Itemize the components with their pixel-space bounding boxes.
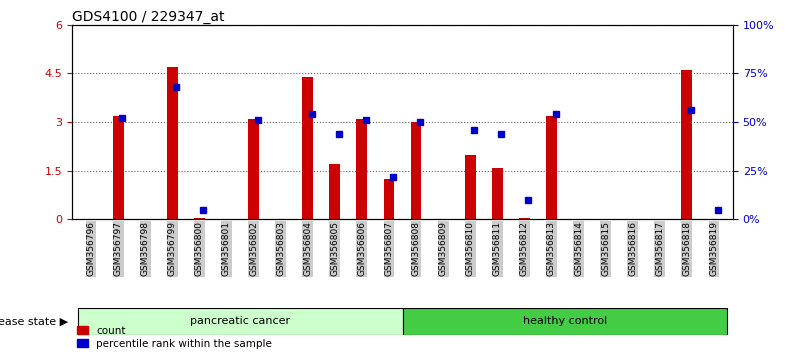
Text: GSM356798: GSM356798 [141,222,150,276]
Text: healthy control: healthy control [523,316,607,326]
Bar [356,119,368,219]
Text: GSM356818: GSM356818 [682,222,691,276]
Text: GSM356819: GSM356819 [710,222,718,276]
Bar [465,155,476,219]
Text: GSM356811: GSM356811 [493,222,501,276]
Text: GSM356808: GSM356808 [412,222,421,276]
Text: GSM356809: GSM356809 [439,222,448,276]
Bar [78,308,403,335]
Text: GSM356807: GSM356807 [384,222,393,276]
Text: GSM356810: GSM356810 [465,222,475,276]
Bar [302,77,313,219]
Bar [546,116,557,219]
Text: GSM356814: GSM356814 [574,222,583,276]
Bar [519,218,529,219]
Bar [194,218,205,219]
Bar [411,122,421,219]
Text: GSM356800: GSM356800 [195,222,204,276]
Text: GSM356802: GSM356802 [249,222,258,276]
Bar [403,308,727,335]
Text: GSM356799: GSM356799 [167,222,177,276]
Text: GSM356801: GSM356801 [222,222,231,276]
Text: GSM356815: GSM356815 [601,222,610,276]
Text: GSM356804: GSM356804 [304,222,312,276]
Bar [329,164,340,219]
Text: disease state ▶: disease state ▶ [0,316,68,326]
Text: GSM356796: GSM356796 [87,222,95,276]
Text: GSM356816: GSM356816 [628,222,638,276]
Text: pancreatic cancer: pancreatic cancer [190,316,290,326]
Text: GSM356797: GSM356797 [114,222,123,276]
Text: GDS4100 / 229347_at: GDS4100 / 229347_at [72,10,224,24]
Text: GSM356805: GSM356805 [330,222,340,276]
Text: GSM356806: GSM356806 [357,222,366,276]
Legend: count, percentile rank within the sample: count, percentile rank within the sample [78,326,272,349]
Bar [492,167,503,219]
Bar [167,67,178,219]
Text: GSM356803: GSM356803 [276,222,285,276]
Bar [248,119,259,219]
Text: GSM356812: GSM356812 [520,222,529,276]
Bar [113,116,123,219]
Text: GSM356813: GSM356813 [547,222,556,276]
Bar [682,70,692,219]
Text: GSM356817: GSM356817 [655,222,664,276]
Bar [384,179,394,219]
